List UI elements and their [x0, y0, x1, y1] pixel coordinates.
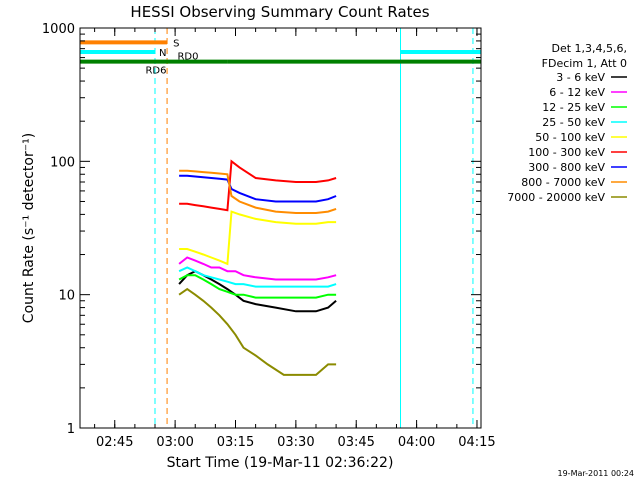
legend-entry-label: 12 - 25 keV	[542, 101, 605, 114]
x-tick-label: 03:15	[217, 435, 254, 450]
series-line	[179, 159, 337, 212]
legend-entry-label: 100 - 300 keV	[528, 146, 605, 159]
legend-entry-label: 25 - 50 keV	[542, 116, 605, 129]
plot-area: SN RD0 RD6	[80, 28, 481, 428]
chart-title: HESSI Observing Summary Count Rates	[130, 3, 429, 21]
flag-label: S	[173, 38, 179, 49]
y-tick-label: 10	[58, 289, 75, 304]
legend-header: Det 1,3,4,5,6,	[551, 42, 627, 55]
legend-entry-label: 3 - 6 keV	[556, 71, 605, 84]
flag-label: RD0	[177, 52, 198, 63]
legend: Det 1,3,4,5,6, FDecim 1, Att 03 - 6 keV 6 …	[507, 42, 627, 204]
series-line	[178, 287, 337, 376]
legend-entry-label: 7000 - 20000 keV	[507, 191, 605, 204]
x-tick-label: 04:15	[458, 435, 495, 450]
footer-timestamp: 19-Mar-2011 00:24	[558, 469, 635, 478]
plot-frame	[79, 27, 482, 429]
x-tick-label: 04:00	[398, 435, 435, 450]
series-line	[178, 266, 337, 288]
series-line	[179, 169, 337, 214]
y-tick-label: 100	[50, 155, 75, 170]
legend-entry-label: 800 - 7000 keV	[521, 176, 605, 189]
legend-entry-label: 6 - 12 keV	[549, 86, 605, 99]
x-tick-label: 02:45	[96, 435, 133, 450]
series-line	[178, 256, 337, 281]
x-tick-label: 03:30	[277, 435, 314, 450]
series-line	[179, 174, 337, 203]
x-axis-label: Start Time (19-Mar-11 02:36:22)	[167, 455, 394, 471]
series-line	[178, 274, 337, 299]
legend-header: FDecim 1, Att 0	[542, 57, 627, 70]
y-tick-label: 1000	[42, 22, 75, 37]
legend-entry-label: 300 - 800 keV	[528, 161, 605, 174]
y-axis-label: Count Rate (s⁻¹ detector⁻¹)	[21, 133, 37, 323]
series-line	[179, 210, 337, 266]
y-tick-label: 1	[67, 422, 75, 437]
flag-label: N	[159, 48, 166, 59]
x-tick-label: 03:00	[156, 435, 193, 450]
x-tick-label: 03:45	[337, 435, 374, 450]
flag-label: RD6	[145, 66, 166, 77]
axes: 02:45 03:00 03:15 03:30 03:45 04:00 04:15 1 10 10…	[42, 22, 496, 450]
legend-entry-label: 50 - 100 keV	[535, 131, 605, 144]
